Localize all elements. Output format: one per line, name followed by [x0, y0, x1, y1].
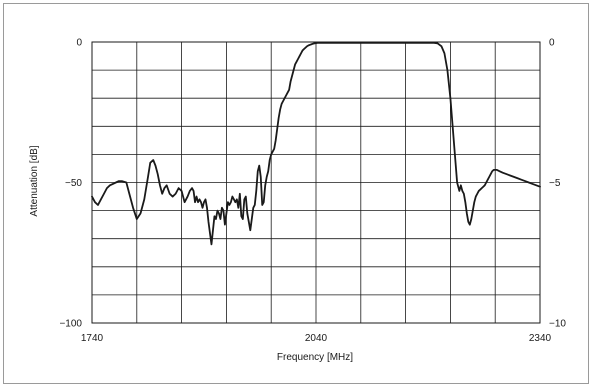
- y2-tick-label: −10: [549, 319, 566, 330]
- tick-labels: 0 −50 −100 0 −5 −10 1740 2040 2340: [59, 38, 566, 345]
- y-tick-label: −50: [65, 178, 82, 189]
- y2-tick-label: −5: [549, 178, 561, 189]
- x-axis-label: Frequency [MHz]: [277, 352, 353, 363]
- y-axis-label: Attenuation [dB]: [29, 145, 40, 216]
- chart-frame: [3, 3, 589, 384]
- x-tick-label: 1740: [81, 333, 104, 344]
- series-layer: [91, 41, 541, 246]
- grid: [92, 42, 540, 323]
- y-tick-label: 0: [76, 38, 82, 49]
- plot-area-border: [91, 41, 541, 324]
- y2-tick-label: 0: [549, 38, 555, 49]
- x-tick-label: 2040: [305, 333, 328, 344]
- x-tick-label: 2340: [529, 333, 552, 344]
- y-tick-label: −100: [59, 319, 82, 330]
- plot-border: [91, 41, 541, 324]
- attenuation-series-line: [91, 41, 541, 246]
